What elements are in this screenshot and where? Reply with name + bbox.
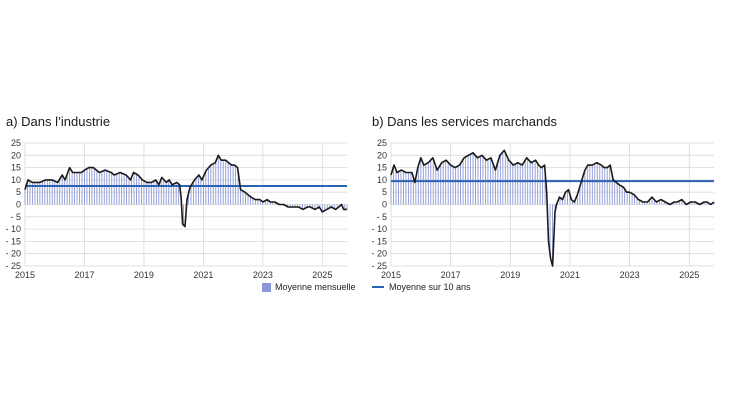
y-tick-label: 10 [377,175,387,185]
y-tick-label: 0 [16,200,21,210]
x-tick-label: 2023 [620,270,640,280]
x-tick-label: 2017 [74,270,94,280]
x-tick-label: 2019 [500,270,520,280]
panel-a-title: a) Dans l’industrie [6,114,111,129]
legend-monthly-average: Moyenne mensuelle [262,282,356,292]
x-tick-label: 2021 [560,270,580,280]
y-tick-label: - 20 [371,249,387,259]
series-line [390,149,715,267]
y-tick-label: 0 [382,200,387,210]
y-tick-label: - 15 [5,236,21,246]
y-tick-label: - 5 [376,212,387,222]
y-tick-label: - 15 [371,236,387,246]
y-tick-label: 5 [382,187,387,197]
y-tick-label: - 25 [5,261,21,271]
y-tick-label: - 20 [5,249,21,259]
legend-bar-label: Moyenne mensuelle [275,282,356,292]
y-tick-label: - 10 [371,224,387,234]
y-tick-label: 15 [11,163,21,173]
legend-line-label: Moyenne sur 10 ans [389,282,471,292]
y-tick-label: 5 [16,187,21,197]
y-tick-label: 25 [377,138,387,148]
x-tick-label: 2019 [134,270,154,280]
y-tick-label: 10 [11,175,21,185]
series-line [24,154,347,228]
x-tick-label: 2025 [312,270,332,280]
x-tick-label: 2021 [193,270,213,280]
x-tick-label: 2025 [679,270,699,280]
y-tick-label: - 10 [5,224,21,234]
y-tick-label: 20 [11,150,21,160]
panel-b-title: b) Dans les services marchands [372,114,557,129]
legend-ten-year-average: Moyenne sur 10 ans [372,282,471,292]
y-tick-label: 15 [377,163,387,173]
x-tick-label: 2017 [441,270,461,280]
y-tick-label: - 25 [371,261,387,271]
legend-line-swatch [372,286,384,288]
y-tick-label: 25 [11,138,21,148]
x-tick-label: 2023 [253,270,273,280]
y-tick-label: 20 [377,150,387,160]
legend-bar-swatch [262,282,271,292]
y-tick-label: - 5 [10,212,21,222]
x-tick-label: 2015 [15,270,35,280]
x-tick-label: 2015 [381,270,401,280]
